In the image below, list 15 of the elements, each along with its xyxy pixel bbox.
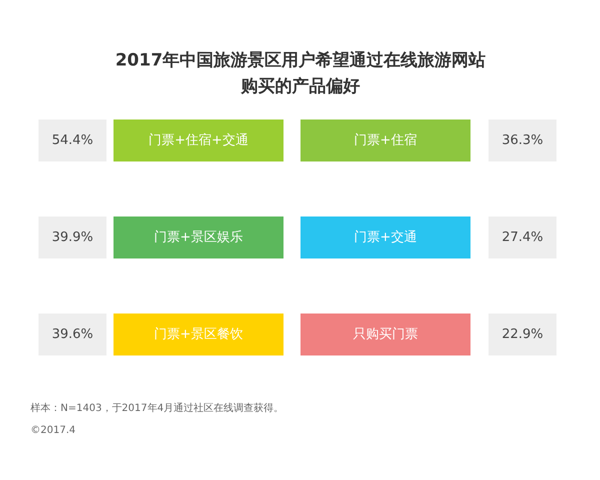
category-label: 门票+住宿+交通 (148, 132, 248, 148)
data-label: 27.4% (502, 230, 544, 245)
data-label: 22.9% (502, 327, 544, 342)
data-label: 39.9% (52, 230, 94, 245)
category-label: 门票+交通 (354, 229, 417, 245)
text: 样本：N=1403，于2017年4月通过社区在线调查获得。 (30, 402, 284, 414)
category-label: 门票+住宿 (354, 132, 417, 148)
data-label: 36.3% (502, 133, 544, 148)
text: 2017年中国旅游景区用户希望通过在线旅游网站购买的产品偏好 (115, 50, 486, 96)
data-label: 39.6% (52, 327, 94, 342)
text: ©2017.4 (30, 425, 76, 436)
category-label: 只购买门票 (353, 326, 418, 342)
category-label: 门票+景区娱乐 (154, 229, 243, 245)
data-label: 54.4% (52, 133, 94, 148)
category-label: 门票+景区餐饮 (154, 326, 243, 342)
